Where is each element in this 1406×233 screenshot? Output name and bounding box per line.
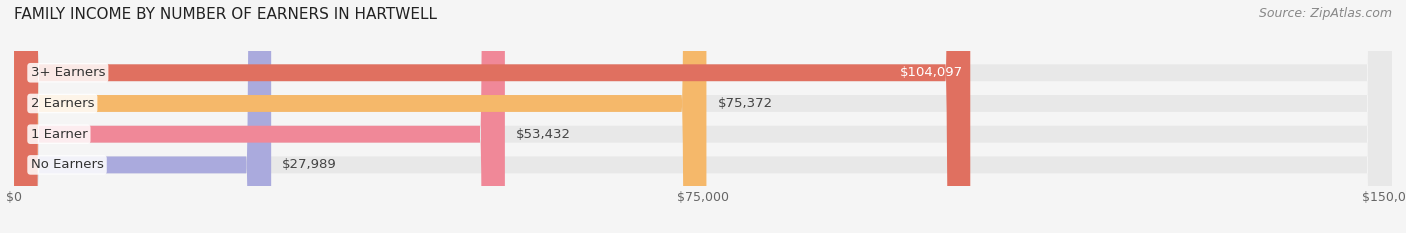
FancyBboxPatch shape <box>14 0 505 233</box>
FancyBboxPatch shape <box>14 0 271 233</box>
Text: Source: ZipAtlas.com: Source: ZipAtlas.com <box>1258 7 1392 20</box>
Text: $53,432: $53,432 <box>516 128 571 141</box>
Text: $27,989: $27,989 <box>283 158 337 171</box>
FancyBboxPatch shape <box>14 0 1392 233</box>
FancyBboxPatch shape <box>14 0 1392 233</box>
Text: FAMILY INCOME BY NUMBER OF EARNERS IN HARTWELL: FAMILY INCOME BY NUMBER OF EARNERS IN HA… <box>14 7 437 22</box>
FancyBboxPatch shape <box>14 0 970 233</box>
FancyBboxPatch shape <box>14 0 1392 233</box>
Text: 3+ Earners: 3+ Earners <box>31 66 105 79</box>
Text: 1 Earner: 1 Earner <box>31 128 87 141</box>
Text: $75,372: $75,372 <box>717 97 772 110</box>
FancyBboxPatch shape <box>14 0 1392 233</box>
Text: $104,097: $104,097 <box>900 66 963 79</box>
Text: 2 Earners: 2 Earners <box>31 97 94 110</box>
FancyBboxPatch shape <box>14 0 706 233</box>
Text: No Earners: No Earners <box>31 158 104 171</box>
